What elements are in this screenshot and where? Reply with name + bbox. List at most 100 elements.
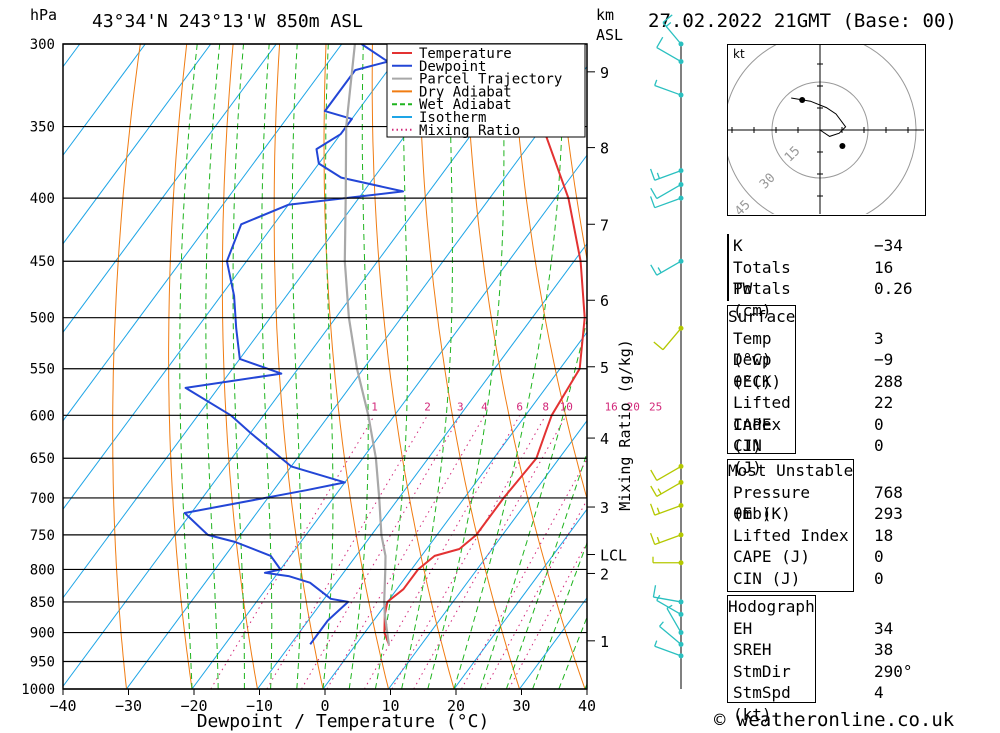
surface-index-value: 0 (874, 436, 884, 455)
hodograph-index-value: 290° (874, 661, 913, 681)
mixing-ratio-line (391, 415, 547, 689)
mixing-ratio-axis-title: Mixing Ratio (g/kg) (616, 339, 634, 511)
isotherm-line (322, 331, 587, 689)
mixing-ratio-line (413, 415, 567, 689)
wind-barb-shaft (654, 84, 682, 96)
most-unstable-index-row: θE (K) 293 (728, 503, 903, 525)
x-tick-label: 30 (512, 697, 530, 715)
wind-barb-dot (678, 532, 684, 538)
most-unstable-index-label: Lifted Index (733, 525, 849, 545)
wind-barb-flag (649, 532, 656, 545)
hodograph-index-value: 38 (874, 640, 894, 659)
wind-barb-dot (678, 611, 684, 617)
dry-adiabat-line (418, 44, 520, 689)
wind-barb-shaft (666, 607, 682, 633)
pressure-tick-label: 900 (30, 626, 55, 642)
km-tick-label: 6 (600, 292, 609, 310)
dry-adiabat-line (925, 26, 1000, 689)
pressure-tick-label: 700 (30, 491, 55, 507)
surface-index-title: Surface (728, 307, 796, 326)
wind-barb-dot (678, 653, 684, 659)
isotherm-line (453, 508, 587, 689)
surface-index-row: Temp (°C) 3 (728, 328, 884, 370)
wind-barb-flag (649, 168, 656, 181)
mixing-ratio-line (210, 415, 375, 689)
isotherm-line (63, 44, 539, 688)
pressure-tick-label: 950 (30, 655, 55, 671)
hodograph-index-title: Hodograph (728, 597, 815, 616)
wind-barb-shaft (656, 481, 682, 497)
wind-barb-flag (650, 187, 658, 199)
pressure-tick-label: 1000 (21, 682, 55, 698)
general-index-value: 16 (874, 257, 894, 277)
wind-barb-flag (649, 196, 656, 208)
general-index-label: Totals Totals (733, 257, 791, 299)
wind-barb-shaft (656, 599, 682, 615)
surface-index-value: 0 (874, 414, 884, 434)
wind-barb-flag (656, 536, 661, 543)
most-unstable-index-value: 0 (874, 547, 884, 566)
surface-indices-table: Surface Temp (°C) 3 Dewp (°C) −9 θE(K) 288 Lift… (727, 305, 903, 477)
wind-barb-dot (678, 641, 684, 647)
x-tick-label: −20 (180, 697, 207, 715)
datetime-title: 27.02.2022 21GMT (Base: 00) (648, 10, 957, 32)
general-index-value: 0.26 (874, 279, 913, 298)
wind-barb-flag (666, 604, 673, 609)
surface-index-row: Lifted Index 22 (728, 392, 893, 434)
wet-adiabat-line (532, 541, 587, 689)
wind-barb-dot (678, 560, 684, 566)
surface-index-row: Dewp (°C) −9 (728, 349, 893, 391)
legend-label: Parcel Trajectory (419, 72, 562, 88)
pressure-tick-label: 350 (30, 120, 55, 136)
temperature-line (383, 44, 586, 645)
most-unstable-index-label: θE (K) (733, 504, 791, 523)
asl-unit-label: ASL (596, 26, 623, 44)
wind-barb-dot (678, 479, 684, 485)
wind-barb-flag (650, 264, 658, 276)
mixing-ratio-line (301, 415, 461, 689)
credit-text: © weatheronline.co.uk (714, 709, 955, 731)
mixing-ratio-label: 8 (542, 400, 549, 413)
legend-label: Dewpoint (419, 59, 486, 75)
dry-adiabat-line (557, 44, 587, 262)
pressure-tick-label: 450 (30, 254, 55, 270)
wind-barb-shaft (659, 625, 682, 645)
km-tick-label: 3 (600, 499, 609, 517)
mixing-ratio-label: 25 (649, 400, 662, 413)
wind-barb-shaft (662, 327, 682, 351)
wet-adiabat-line (505, 451, 587, 689)
hodograph-index-value: 34 (874, 618, 894, 638)
hodograph-index-label: SREH (733, 640, 772, 659)
wet-adiabat-line (232, 44, 245, 689)
most-unstable-table: Most Unstable Pressure (mb) 768 θE (K) 293 Li… (727, 459, 903, 592)
pressure-tick-label: 650 (30, 451, 55, 467)
wind-barb-shaft (654, 645, 682, 657)
wet-adiabat-line (322, 44, 334, 689)
mixing-ratio-label: 6 (516, 400, 523, 413)
wet-adiabat-line (479, 318, 587, 689)
wet-adiabat-line (558, 615, 587, 689)
dry-adiabat-line (971, 26, 1000, 689)
most-unstable-index-value: 768 (874, 482, 903, 502)
legend-box (386, 43, 586, 138)
hodograph-index-row: SREH 38 (728, 639, 893, 661)
hodograph-index-label: StmDir (733, 661, 791, 681)
surface-index-row: CAPE (J) 0 (728, 414, 884, 456)
x-tick-label: 40 (578, 697, 596, 715)
dry-adiabat-line (371, 44, 455, 689)
x-tick-label: −40 (49, 697, 76, 715)
wind-barb-flag (650, 469, 658, 481)
surface-index-label: CIN (J) (733, 436, 762, 477)
wind-barb-flag (656, 36, 664, 48)
most-unstable-index-value: 293 (874, 504, 903, 523)
wind-barb-flag (662, 14, 673, 24)
hodograph-trace (791, 97, 847, 137)
wind-barb-shaft (656, 465, 682, 481)
mixing-ratio-label: 10 (560, 400, 573, 413)
legend-label: Mixing Ratio (419, 123, 520, 139)
legend-label: Dry Adiabat (419, 84, 512, 100)
hodograph-ring-label: 15 (782, 144, 804, 166)
wind-barb-dot (678, 195, 684, 201)
